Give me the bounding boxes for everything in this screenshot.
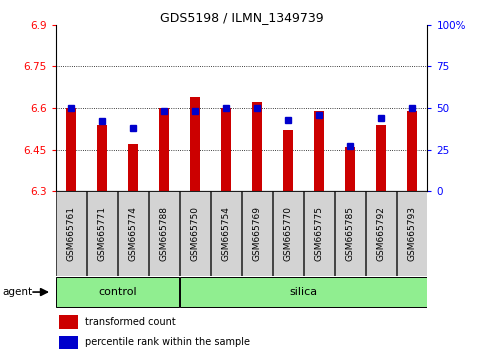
Text: GSM665785: GSM665785 (345, 206, 355, 261)
Text: agent: agent (2, 287, 32, 297)
Bar (221, 108, 231, 191)
Bar (86, 191, 117, 276)
Text: GSM665754: GSM665754 (222, 206, 230, 261)
Text: GSM665771: GSM665771 (98, 206, 107, 261)
Text: control: control (98, 287, 137, 297)
Bar (272, 191, 303, 276)
Bar (97, 125, 107, 191)
Bar (128, 144, 139, 191)
Bar (313, 111, 325, 191)
Text: percentile rank within the sample: percentile rank within the sample (85, 337, 250, 348)
Bar (397, 191, 427, 276)
Bar (59, 315, 78, 329)
Bar (118, 191, 148, 276)
Bar (304, 191, 334, 276)
Bar (149, 191, 179, 276)
Bar (242, 191, 272, 276)
Bar (56, 191, 86, 276)
Bar (190, 97, 200, 191)
Text: GSM665761: GSM665761 (67, 206, 75, 261)
Bar (59, 336, 78, 349)
Text: GSM665774: GSM665774 (128, 206, 138, 261)
Text: GSM665792: GSM665792 (376, 206, 385, 261)
Text: silica: silica (289, 287, 317, 297)
Text: GSM665793: GSM665793 (408, 206, 416, 261)
Bar (56, 277, 179, 307)
Bar (366, 191, 397, 276)
Bar (180, 277, 427, 307)
Text: GSM665788: GSM665788 (159, 206, 169, 261)
Bar (66, 108, 76, 191)
Bar (376, 125, 386, 191)
Bar (252, 102, 262, 191)
Bar (344, 147, 355, 191)
Bar (283, 130, 293, 191)
Text: GSM665750: GSM665750 (190, 206, 199, 261)
Text: GSM665775: GSM665775 (314, 206, 324, 261)
Bar (180, 191, 211, 276)
Text: GSM665769: GSM665769 (253, 206, 261, 261)
Bar (158, 108, 170, 191)
Title: GDS5198 / ILMN_1349739: GDS5198 / ILMN_1349739 (160, 11, 323, 24)
Bar (211, 191, 242, 276)
Bar (407, 111, 417, 191)
Text: transformed count: transformed count (85, 317, 176, 327)
Bar (335, 191, 365, 276)
Text: GSM665770: GSM665770 (284, 206, 293, 261)
